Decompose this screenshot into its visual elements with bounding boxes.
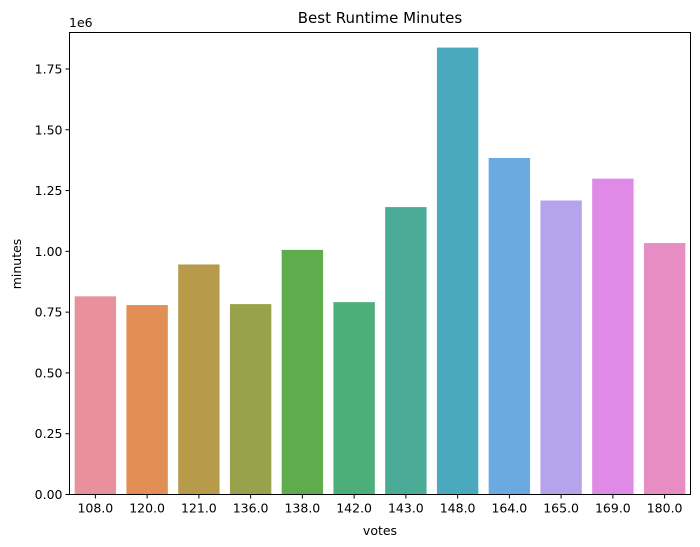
x-tick-label: 180.0 (647, 501, 683, 516)
x-tick-label: 164.0 (491, 501, 527, 516)
y-tick-label: 0.50 (35, 365, 63, 380)
x-tick-label: 143.0 (388, 501, 424, 516)
bar-169.0 (592, 178, 634, 495)
x-tick-label: 169.0 (595, 501, 631, 516)
bar-165.0 (540, 200, 582, 495)
bars-group (74, 47, 686, 495)
bar-148.0 (436, 47, 479, 495)
x-tick-label: 148.0 (440, 501, 476, 516)
x-tick-label: 142.0 (336, 501, 372, 516)
x-axis-label: votes (363, 523, 397, 538)
y-tick-label: 0.75 (35, 305, 63, 320)
x-tick-label: 165.0 (543, 501, 579, 516)
bar-180.0 (643, 243, 686, 495)
bar-108.0 (74, 296, 117, 495)
bar-138.0 (281, 249, 324, 495)
bar-120.0 (126, 305, 168, 495)
x-tick-label: 138.0 (284, 501, 320, 516)
bar-121.0 (178, 264, 220, 495)
y-multiplier-label: 1e6 (69, 15, 93, 30)
y-tick-label: 1.00 (35, 244, 63, 259)
x-tick-label: 108.0 (77, 501, 113, 516)
y-tick-label: 0.25 (35, 426, 63, 441)
y-tick-label: 1.25 (35, 183, 63, 198)
y-tick-label: 1.75 (35, 61, 63, 76)
y-tick-label: 1.50 (35, 122, 63, 137)
x-tick-label: 136.0 (233, 501, 269, 516)
bar-143.0 (385, 207, 427, 495)
bar-142.0 (333, 302, 375, 495)
plot-frame (69, 32, 691, 495)
chart-title: Best Runtime Minutes (298, 9, 463, 27)
bar-164.0 (488, 157, 531, 495)
y-tick-label: 0.00 (35, 487, 63, 502)
y-axis-ticks: 0.00 0.25 0.50 0.75 1.00 1.25 1.50 1.75 (35, 61, 70, 502)
y-axis-label: minutes (9, 239, 24, 290)
x-tick-label: 121.0 (181, 501, 217, 516)
x-axis-ticks: 108.0 120.0 121.0 136.0 138.0 142.0 143.0 148.0… (77, 494, 683, 516)
x-tick-label: 120.0 (129, 501, 165, 516)
bar-136.0 (229, 304, 272, 495)
